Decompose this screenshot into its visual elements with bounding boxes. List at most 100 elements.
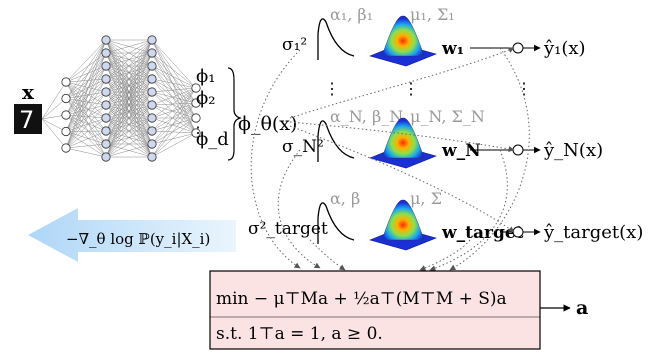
network-node (147, 35, 157, 45)
gradient-label: −∇_θ log ℙ(y_i|X_i) (66, 230, 210, 248)
network-edge (65, 91, 107, 99)
network-node (61, 143, 71, 153)
network-edge (105, 39, 153, 67)
network-edge (105, 39, 153, 80)
network-edge (151, 65, 197, 134)
network-edge (65, 39, 107, 99)
feature-map-label: ϕ_θ(x) (238, 113, 297, 135)
network-node (147, 61, 157, 71)
network-edge (151, 78, 197, 119)
input-vector-label: x (22, 80, 35, 104)
network-edge (151, 102, 197, 106)
network-edge (65, 39, 107, 116)
network-edge (65, 98, 107, 119)
prediction-node (512, 42, 524, 54)
network-edge (151, 132, 197, 158)
network-node (101, 48, 111, 58)
network-edges (41, 39, 197, 158)
network-edge (151, 132, 197, 145)
gaussian-peak (381, 15, 425, 57)
network-edge (105, 143, 153, 158)
network-edge (65, 78, 107, 116)
gamma-curve (317, 18, 355, 60)
task-rows: σ₁² α₁, β₁ μ₁, Σ₁ w₁ ŷ₁(x) σ_N² α_N, β_N μ_N, Σ… (248, 5, 643, 251)
network-node (101, 35, 111, 45)
network-node (61, 77, 71, 87)
gaussian-peak (381, 117, 425, 159)
network-node (101, 74, 111, 84)
network-edge (105, 130, 153, 158)
sigma-label: σ²_target (248, 219, 328, 239)
network-edge (105, 78, 153, 158)
network-node (101, 113, 111, 123)
digit-image (14, 104, 42, 134)
network-edge (151, 52, 197, 104)
prediction-node (512, 144, 524, 156)
network-edge (151, 78, 197, 134)
network-edge (65, 131, 107, 145)
sigma-label: σ₁² (282, 35, 307, 55)
network-node (147, 100, 157, 110)
prediction-label: ŷ_N(x) (543, 140, 603, 161)
network-edge (105, 91, 153, 158)
network-edge (41, 81, 67, 120)
network-edge (105, 52, 153, 158)
alpha-beta-label: α_N, β_N (330, 107, 403, 126)
network-edge (65, 65, 107, 116)
network-node (147, 74, 157, 84)
network-edge (65, 52, 107, 149)
network-node (101, 87, 111, 97)
feature-phid: ϕ_d (196, 129, 229, 150)
network-edge (65, 114, 107, 119)
network-edge (151, 52, 197, 134)
network-edge (65, 65, 107, 132)
network-edge (151, 87, 197, 93)
network-edge (105, 65, 153, 158)
network-edge (65, 52, 107, 116)
network-edge (151, 87, 197, 158)
output-label: a (576, 297, 588, 319)
network-node (147, 113, 157, 123)
network-edge (151, 102, 197, 158)
network-node (147, 152, 157, 162)
gradient-arrow (28, 208, 236, 262)
network-edge (151, 130, 197, 134)
weight-label: w₁ (441, 39, 464, 59)
network-edge (151, 104, 197, 119)
network-edge (151, 102, 197, 119)
network-edge (105, 39, 153, 106)
task-row: σ_N² α_N, β_N μ_N, Σ_N w_N ŷ_N(x) (282, 107, 603, 169)
network-edge (65, 78, 107, 99)
network-node (61, 93, 71, 104)
mu-sigma-label: μ, Σ (410, 189, 442, 208)
network-edge (151, 87, 197, 145)
network-edge (105, 39, 153, 158)
prediction-label: ŷ_target(x) (543, 222, 643, 243)
network-node (101, 61, 111, 71)
network-edge (65, 65, 107, 99)
network-edge (65, 91, 107, 149)
network-edge (151, 78, 197, 104)
network-edge (151, 39, 197, 134)
gamma-curve (317, 202, 355, 244)
network-edge (41, 98, 67, 120)
alpha-beta-label: α, β (330, 189, 360, 208)
ellipsis-1: ⋮ (324, 79, 340, 98)
weight-label: w_target (441, 223, 524, 243)
network-edge (65, 39, 107, 83)
optimization-box (209, 270, 541, 350)
network-edge (151, 78, 197, 89)
network-edge (65, 143, 107, 149)
feature-phi1: ϕ₁ (196, 66, 216, 87)
network-edge (151, 104, 197, 134)
network-edge (65, 114, 107, 145)
feature-phi2: ϕ₂ (196, 88, 216, 109)
network-edge (65, 52, 107, 99)
network-edge (105, 39, 153, 145)
network-node (61, 110, 71, 120)
network-edge (65, 98, 107, 106)
network-edge (151, 39, 197, 119)
network-edge (65, 52, 107, 132)
network-node (147, 87, 157, 97)
network-edge (105, 39, 153, 119)
